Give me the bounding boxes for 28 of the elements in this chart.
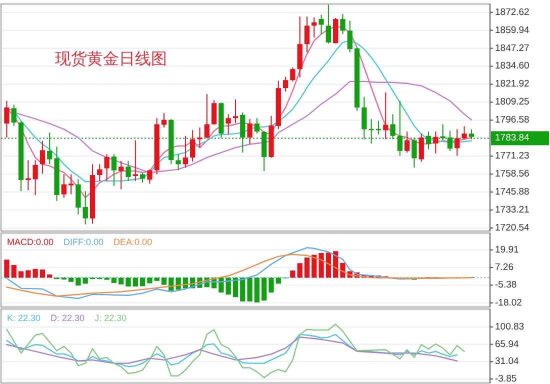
y-tick-label: 19.91 bbox=[495, 244, 519, 256]
y-tick-label: 1745.88 bbox=[495, 186, 530, 198]
y-tick-label: 1859.94 bbox=[495, 24, 530, 36]
text: D: 22.30 bbox=[50, 313, 85, 323]
y-tick-label: 65.94 bbox=[495, 338, 519, 350]
text: 现货黄金日线图 bbox=[55, 50, 167, 68]
text: J: 22.30 bbox=[94, 313, 127, 323]
y-tick-label: 1733.21 bbox=[495, 204, 530, 216]
y-tick-label: 100.83 bbox=[495, 321, 524, 332]
y-tick-label: 1796.58 bbox=[495, 114, 530, 126]
text: DEA:0.00 bbox=[114, 237, 152, 247]
ref-line-label: 1783.84 bbox=[495, 132, 530, 144]
series-label: MACD:0.00 bbox=[7, 237, 54, 247]
y-tick-label: -3.85 bbox=[495, 373, 517, 384]
y-tick-label: 1758.56 bbox=[495, 168, 530, 180]
text: DIFF:0.00 bbox=[64, 237, 104, 247]
y-tick-label: -5.38 bbox=[495, 280, 517, 291]
y-tick-label: 1720.54 bbox=[495, 222, 530, 234]
y-tick-label: 1821.92 bbox=[495, 78, 530, 90]
y-tick-label: 1834.60 bbox=[495, 60, 530, 72]
y-tick-label: 31.04 bbox=[495, 356, 519, 368]
series-label: K: 22.30 bbox=[7, 313, 41, 323]
y-tick-label: 7.26 bbox=[495, 262, 514, 274]
y-tick-label: 1771.23 bbox=[495, 150, 530, 162]
y-tick-label: 1847.27 bbox=[495, 42, 530, 54]
y-tick-label: -18.02 bbox=[495, 297, 522, 308]
y-tick-label: 1872.62 bbox=[495, 6, 530, 18]
y-tick-label: 1809.25 bbox=[495, 96, 530, 108]
